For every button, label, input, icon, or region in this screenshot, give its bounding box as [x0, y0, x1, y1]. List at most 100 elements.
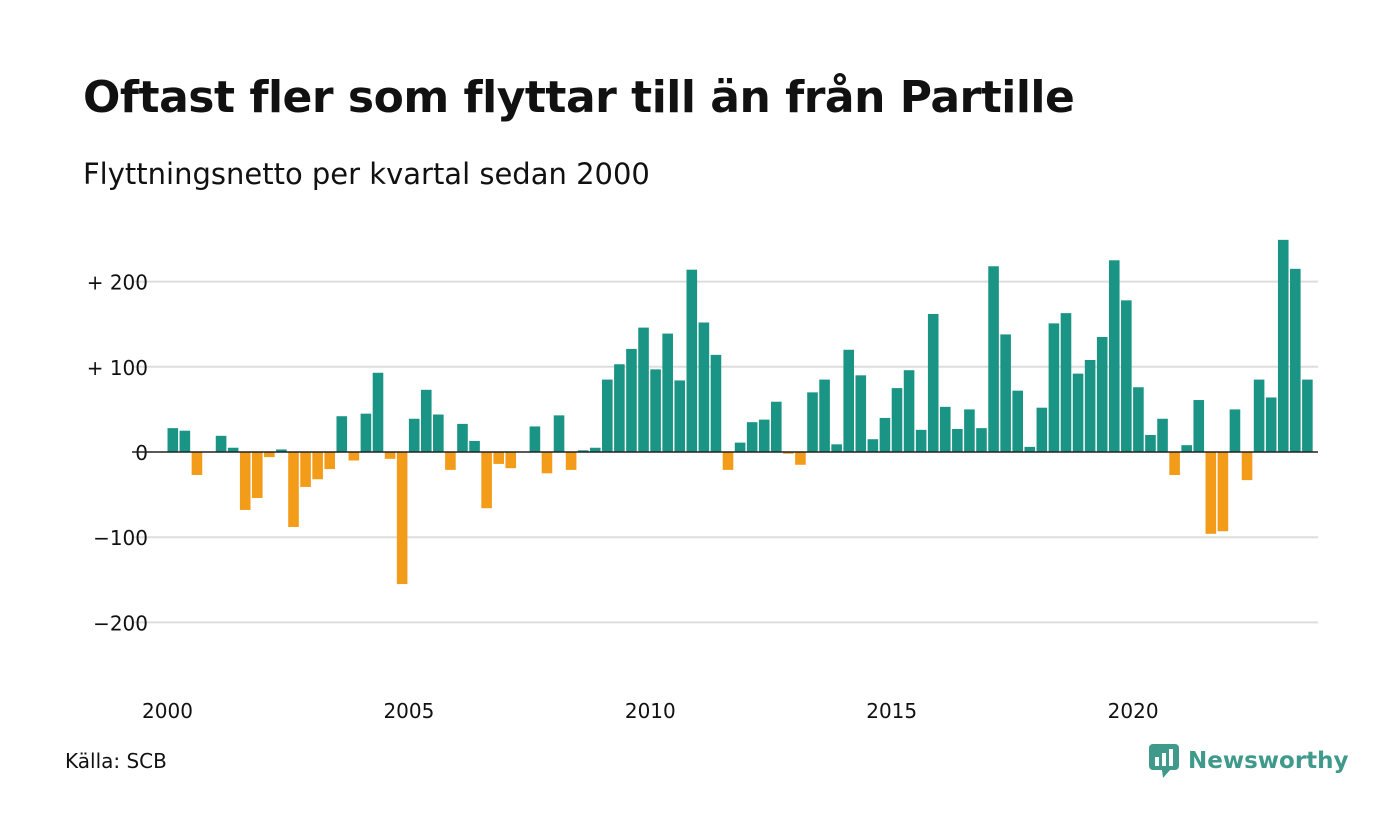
- bar: [396, 452, 408, 585]
- bar: [1012, 390, 1023, 452]
- bar: [360, 413, 372, 452]
- bar: [1048, 323, 1060, 452]
- x-tick-label: 2020: [1108, 699, 1159, 723]
- bar: [1060, 313, 1072, 452]
- bar: [167, 428, 179, 452]
- bar: [939, 406, 951, 452]
- x-tick-label: 2010: [625, 699, 676, 723]
- bar: [239, 452, 251, 510]
- x-tick-label: 2000: [142, 699, 193, 723]
- y-tick-label: −100: [93, 526, 148, 550]
- bar: [650, 369, 661, 452]
- bar: [915, 429, 927, 452]
- bar: [602, 379, 613, 452]
- bar: [1290, 268, 1301, 452]
- bar: [722, 452, 734, 470]
- x-axis-ticks: 2000 2005 2010 2015 2020: [142, 699, 1159, 723]
- bar: [215, 435, 227, 452]
- bar: [348, 452, 360, 461]
- bar: [819, 379, 830, 452]
- bar: [1265, 397, 1277, 452]
- bar: [264, 452, 275, 458]
- y-tick-label: + 200: [87, 271, 148, 295]
- bar: [1241, 452, 1253, 481]
- bar: [1121, 300, 1132, 452]
- bar: [384, 452, 396, 459]
- bar: [565, 452, 577, 470]
- bar: [1096, 336, 1108, 452]
- bar: [795, 452, 806, 465]
- bar: [1133, 387, 1144, 452]
- bar: [1277, 239, 1289, 452]
- bar: [867, 439, 879, 452]
- bar: [1181, 445, 1192, 452]
- bar: [1145, 434, 1156, 452]
- bar: [746, 422, 758, 452]
- bar: [1302, 379, 1313, 452]
- newsworthy-logo: Newsworthy: [1148, 743, 1349, 779]
- bar: [1157, 418, 1168, 452]
- bar: [843, 349, 855, 452]
- bar: [1253, 379, 1265, 452]
- bar: [312, 452, 323, 480]
- bar: [734, 442, 746, 452]
- y-tick-label: −200: [93, 611, 148, 635]
- y-axis-ticks: + 200 + 100 0 −100 −200: [87, 271, 148, 636]
- chart-title: Oftast fler som flyttar till än från Par…: [83, 72, 1075, 123]
- bar: [408, 418, 420, 452]
- bar: [626, 348, 637, 452]
- newsworthy-logo-icon: [1149, 744, 1179, 778]
- bar: [1024, 446, 1036, 452]
- grid-lines: [132, 280, 1318, 624]
- bar: [698, 322, 710, 452]
- bar: [807, 392, 818, 452]
- bar: [577, 450, 589, 452]
- bar: [831, 444, 842, 452]
- bar: [457, 423, 468, 452]
- bar: [469, 440, 480, 452]
- x-tick-label: 2015: [866, 699, 917, 723]
- bar: [1205, 452, 1217, 534]
- bar: [324, 452, 336, 470]
- bar: [1000, 334, 1011, 452]
- bar: [976, 428, 987, 452]
- bar: [855, 375, 867, 452]
- bar: [541, 452, 553, 474]
- bar: [300, 452, 311, 487]
- bar: [891, 388, 903, 452]
- bar: [879, 417, 891, 452]
- bar: [638, 327, 649, 452]
- bar: [662, 333, 673, 452]
- bar: [614, 364, 625, 452]
- bar: [288, 452, 299, 527]
- bar: [1229, 409, 1241, 452]
- bar: [964, 409, 975, 452]
- bar: [686, 269, 698, 452]
- bar: [179, 430, 191, 452]
- chart-subtitle: Flyttningsnetto per kvartal sedan 2000: [83, 157, 650, 191]
- bar: [529, 426, 541, 452]
- y-tick-label: 0: [135, 441, 148, 465]
- source-note: Källa: SCB: [65, 749, 167, 773]
- bar: [445, 452, 456, 470]
- y-tick-label: + 100: [87, 356, 148, 380]
- bar: [505, 452, 517, 469]
- bar: [758, 419, 770, 452]
- bar: [1084, 359, 1096, 452]
- bar: [589, 447, 601, 452]
- bar: [493, 452, 504, 464]
- logo-text: Newsworthy: [1188, 748, 1349, 774]
- bars: [167, 239, 1313, 585]
- bar: [276, 449, 287, 452]
- bar: [1036, 407, 1048, 452]
- bar: [251, 452, 263, 499]
- bar: [433, 414, 444, 452]
- bar: [710, 354, 722, 452]
- bar: [1108, 260, 1120, 452]
- bar: [1169, 452, 1180, 476]
- bar: [227, 447, 239, 452]
- bar: [481, 452, 492, 509]
- bar: [903, 370, 915, 452]
- bar: [191, 452, 203, 476]
